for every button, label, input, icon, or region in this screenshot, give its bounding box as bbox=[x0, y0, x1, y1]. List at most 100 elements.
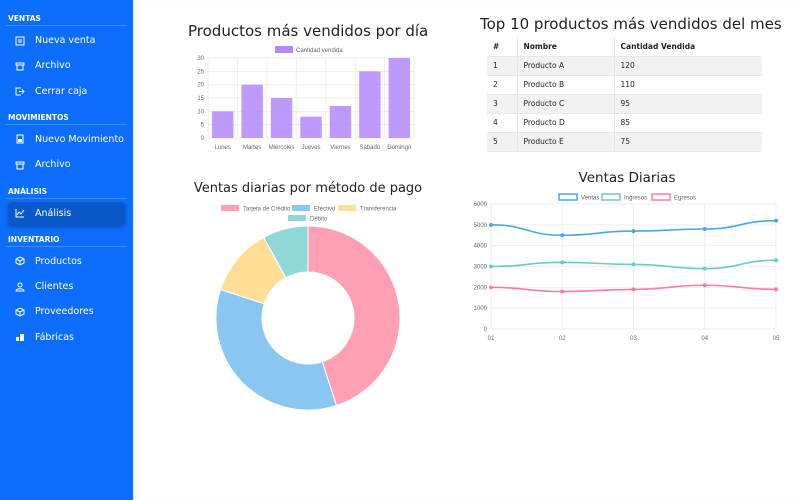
data-point bbox=[489, 285, 493, 290]
table-cell: 2 bbox=[487, 75, 517, 95]
legend-label: Ventas bbox=[581, 196, 599, 202]
y-tick-label: 20 bbox=[197, 83, 204, 89]
legend-label: Cantidad vendida bbox=[296, 48, 343, 54]
x-tick-label: Domingo bbox=[387, 145, 412, 151]
y-tick-label: 10 bbox=[197, 109, 204, 115]
sidebar-item-nueva-venta[interactable]: Nueva venta bbox=[8, 29, 125, 52]
legend-swatch bbox=[275, 46, 293, 53]
bar bbox=[241, 84, 263, 138]
table-cell: 5 bbox=[487, 132, 517, 152]
sidebar-item-proveedores[interactable]: Proveedores bbox=[8, 300, 125, 323]
y-tick-label: 0 bbox=[201, 136, 205, 142]
data-point bbox=[631, 262, 636, 267]
sidebar-item-archivo[interactable]: Archivo bbox=[8, 153, 125, 176]
y-tick-label: 3000 bbox=[474, 265, 488, 271]
bar bbox=[388, 58, 410, 138]
data-point bbox=[631, 287, 636, 292]
sidebar-item-productos[interactable]: Productos bbox=[8, 250, 125, 273]
x-tick-label: Miércoles bbox=[269, 145, 295, 151]
table-cell: Producto D bbox=[516, 113, 614, 133]
x-tick-label: 05 bbox=[773, 336, 780, 342]
doughnut-slice bbox=[215, 288, 338, 411]
section-header-0: VENTAS bbox=[6, 9, 127, 26]
data-point bbox=[560, 260, 565, 265]
y-tick-label: 4000 bbox=[474, 244, 488, 250]
archive-icon bbox=[15, 161, 25, 170]
sidebar-item-label: Cerrar caja bbox=[35, 85, 88, 97]
x-tick-label: Sábado bbox=[360, 145, 381, 151]
sidebar-item-archivo[interactable]: Archivo bbox=[8, 54, 125, 77]
legend-swatch bbox=[288, 215, 306, 221]
table-row: 3 Producto C 95 bbox=[487, 94, 762, 114]
y-tick-label: 30 bbox=[197, 56, 204, 62]
table-row: 2 Producto B 110 bbox=[487, 75, 762, 95]
data-point bbox=[489, 264, 493, 269]
x-tick-label: Jueves bbox=[301, 145, 320, 151]
x-tick-label: Lunes bbox=[215, 145, 231, 151]
sidebar: VENTAS Nueva venta Archivo Cerrar caja MOVIM… bbox=[0, 0, 133, 500]
data-point bbox=[702, 283, 707, 288]
table-row: 5 Producto E 75 bbox=[487, 132, 762, 152]
x-tick-label: Viernes bbox=[330, 145, 350, 151]
legend-label: Egresos bbox=[674, 196, 696, 202]
sidebar-item-label: Nueva venta bbox=[35, 35, 96, 46]
box-icon bbox=[15, 307, 25, 317]
table-cell: 95 bbox=[613, 94, 762, 114]
x-tick-label: 01 bbox=[488, 336, 495, 342]
column-header: # bbox=[487, 37, 517, 57]
legend-label: Tarjeta de Crédito bbox=[243, 207, 291, 213]
table-cell: Producto E bbox=[516, 132, 614, 152]
table-cell: Producto A bbox=[516, 56, 614, 76]
sidebar-item-label: Nuevo Movimiento bbox=[35, 133, 124, 145]
data-point bbox=[631, 229, 636, 234]
user-icon bbox=[15, 282, 25, 292]
legend-label: Efectivo bbox=[314, 207, 336, 213]
bar bbox=[212, 111, 234, 138]
bar bbox=[359, 71, 381, 138]
sidebar-item-análisis[interactable]: Análisis bbox=[8, 201, 125, 225]
sidebar-item-label: Archivo bbox=[35, 159, 71, 171]
receipt-icon bbox=[15, 36, 25, 45]
data-point bbox=[774, 258, 778, 263]
bar bbox=[270, 98, 293, 138]
table-cell: Producto B bbox=[516, 75, 614, 95]
table-cell: 120 bbox=[613, 56, 762, 76]
table-cell: 75 bbox=[613, 132, 762, 152]
data-point bbox=[560, 233, 565, 238]
data-point bbox=[489, 222, 493, 227]
table-cell: 4 bbox=[487, 113, 517, 133]
legend-swatch bbox=[292, 205, 310, 211]
sidebar-item-cerrar-caja[interactable]: Cerrar caja bbox=[8, 80, 125, 103]
bar bbox=[329, 106, 352, 138]
archive-icon bbox=[15, 62, 25, 71]
data-point bbox=[774, 287, 778, 292]
data-point bbox=[560, 289, 565, 294]
calculator-icon bbox=[16, 134, 24, 144]
data-point bbox=[774, 218, 778, 223]
doughnut-slice bbox=[262, 225, 309, 279]
table-title: Top 10 productos más vendidos del mes bbox=[480, 15, 782, 33]
x-tick-label: Martes bbox=[243, 145, 261, 151]
building-icon bbox=[16, 334, 24, 342]
bar bbox=[300, 116, 322, 138]
y-tick-label: 2000 bbox=[474, 285, 488, 291]
sidebar-item-fábricas[interactable]: Fábricas bbox=[8, 326, 125, 349]
table-row: 4 Producto D 85 bbox=[487, 113, 762, 133]
logout-icon bbox=[15, 87, 25, 96]
sidebar-item-label: Fábricas bbox=[35, 331, 74, 343]
y-tick-label: 5000 bbox=[474, 223, 488, 229]
legend-swatch bbox=[338, 205, 356, 211]
legend-label: Transferencia bbox=[360, 207, 397, 213]
data-point bbox=[702, 266, 707, 271]
legend-swatch bbox=[221, 205, 239, 211]
legend-swatch bbox=[558, 193, 578, 201]
section-header-2: ANÁLISIS bbox=[6, 182, 127, 199]
sidebar-item-clientes[interactable]: Clientes bbox=[8, 275, 125, 298]
sidebar-item-label: Productos bbox=[35, 255, 82, 267]
sidebar-item-label: Clientes bbox=[35, 281, 74, 293]
table-cell: 1 bbox=[487, 56, 517, 76]
sidebar-item-label: Proveedores bbox=[35, 306, 94, 318]
y-tick-label: 5 bbox=[201, 123, 205, 129]
y-tick-label: 6000 bbox=[474, 202, 488, 208]
sidebar-item-nuevo-movimiento[interactable]: Nuevo Movimiento bbox=[8, 128, 125, 151]
